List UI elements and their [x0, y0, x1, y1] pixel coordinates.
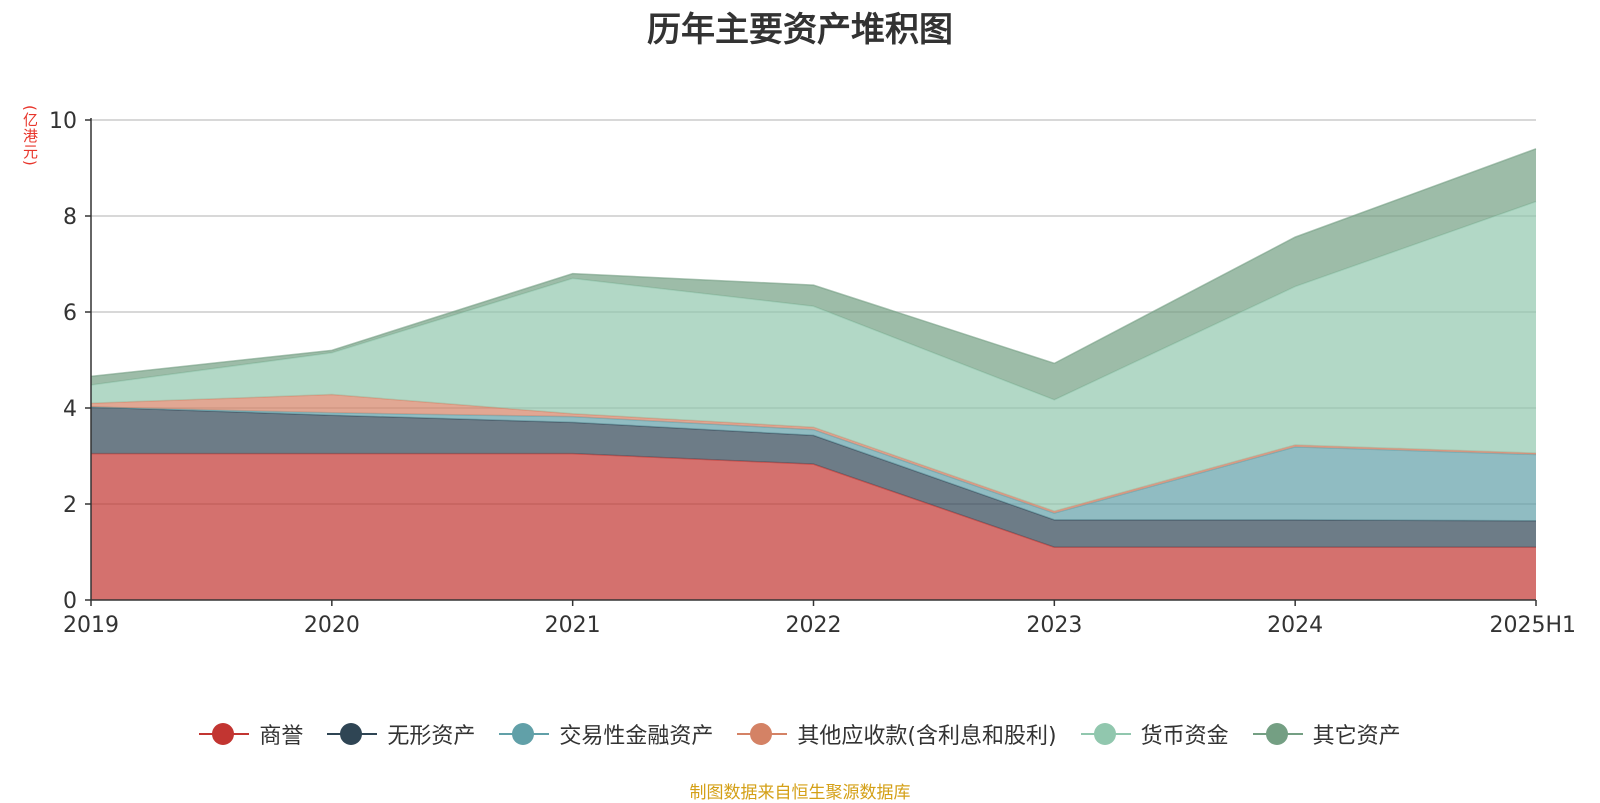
area-series-3[interactable]: [91, 394, 1536, 514]
legend-label: 其他应收款(含利息和股利): [797, 724, 1057, 749]
legend-item-3[interactable]: 其他应收款(含利息和股利): [737, 718, 1057, 750]
legend-marker-icon: [327, 722, 378, 746]
y-tick-label: 4: [63, 397, 77, 422]
legend-label: 商誉: [259, 724, 304, 749]
legend-item-0[interactable]: 商誉: [199, 718, 303, 750]
legend-marker-icon: [199, 722, 250, 746]
x-tick-label: 2023: [1026, 613, 1082, 638]
y-axis-unit-label: (亿港元): [21, 105, 39, 167]
legend-label: 无形资产: [387, 724, 476, 749]
legend-marker-icon: [737, 722, 788, 746]
y-tick-label: 6: [63, 301, 77, 326]
y-tick-label: 2: [63, 493, 77, 518]
legend-item-4[interactable]: 货币资金: [1080, 718, 1229, 750]
x-tick-label: 2025H1: [1489, 613, 1576, 638]
legend: 商誉 无形资产 交易性金融资产 其他应收款(含利息和股利) 货币资金 其它资产: [0, 718, 1600, 750]
chart-title: 历年主要资产堆积图: [647, 10, 953, 50]
area-series-4[interactable]: [91, 201, 1536, 512]
stacked-areas: [90, 148, 1537, 600]
area-series-5[interactable]: [91, 148, 1536, 400]
legend-marker-icon: [499, 722, 550, 746]
y-tick-label: 0: [63, 589, 77, 614]
legend-item-5[interactable]: 其它资产: [1252, 718, 1401, 750]
y-tick-label: 10: [49, 109, 77, 134]
legend-label: 交易性金融资产: [559, 724, 714, 749]
axes: 0 2 4 6 8 10 2019 2020 2021 2022 2023 2024 2025H1: [49, 109, 1576, 638]
x-tick-label: 2020: [304, 613, 360, 638]
x-tick-label: 2021: [545, 613, 601, 638]
legend-item-2[interactable]: 交易性金融资产: [499, 718, 713, 750]
area-series-2[interactable]: [91, 407, 1536, 521]
area-series-1[interactable]: [91, 407, 1536, 548]
y-tick-label: 8: [63, 205, 77, 230]
legend-marker-icon: [1080, 722, 1131, 746]
area-series-0[interactable]: [91, 453, 1536, 600]
area-edge-series-5: [90, 148, 1537, 378]
x-tick-label: 2019: [63, 613, 119, 638]
legend-item-1[interactable]: 无形资产: [327, 718, 475, 750]
data-source-footer: 制图数据来自恒生聚源数据库: [689, 783, 911, 803]
x-tick-label: 2022: [786, 613, 842, 638]
legend-label: 货币资金: [1140, 724, 1229, 749]
legend-marker-icon: [1252, 722, 1303, 746]
x-tick-label: 2024: [1267, 613, 1323, 638]
legend-label: 其它资产: [1312, 724, 1401, 749]
